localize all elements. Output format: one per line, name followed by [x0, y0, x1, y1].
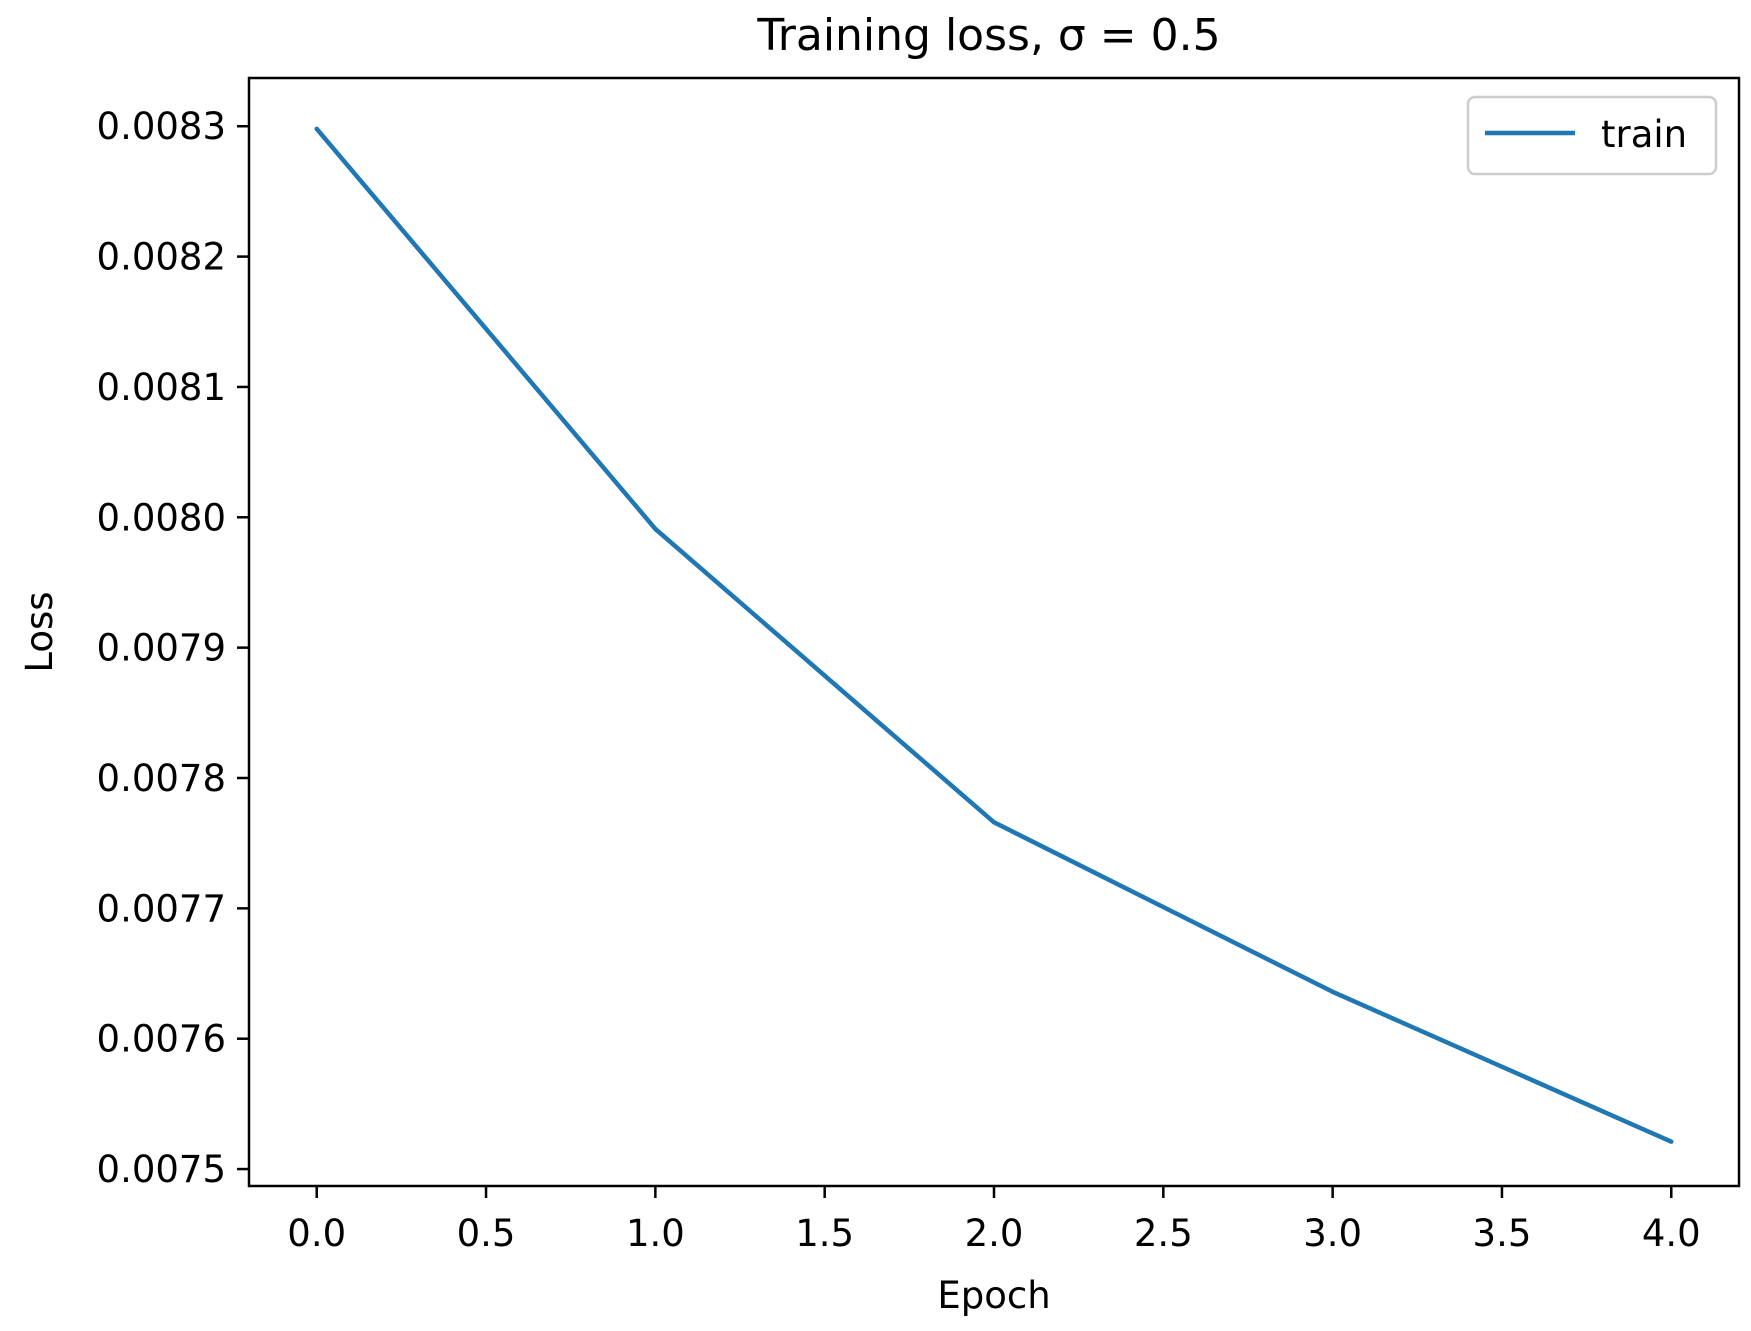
plot-frame [247, 76, 1741, 1188]
x-tick-label: 1.5 [795, 1212, 854, 1255]
y-tick-label: 0.0078 [97, 757, 226, 800]
plot-series [314, 126, 1674, 1144]
data-point-train [991, 820, 997, 825]
legend: train [1466, 95, 1718, 176]
x-tick-label: 3.0 [1303, 1212, 1362, 1255]
y-axis-label: Loss [18, 591, 61, 672]
y-axis-ticks: 0.0075 0.0076 0.0077 0.0078 0.0079 0.0080 0.00… [97, 105, 249, 1191]
x-tick-label: 2.0 [965, 1212, 1024, 1255]
x-tick-label: 1.0 [626, 1212, 685, 1255]
data-point-train [1330, 989, 1335, 995]
x-axis-label: Epoch [937, 1274, 1050, 1317]
legend-label-train: train [1601, 113, 1687, 156]
y-tick-label: 0.0083 [97, 105, 226, 148]
data-point-train [653, 526, 658, 532]
y-tick-label: 0.0075 [97, 1148, 226, 1191]
x-tick-label: 2.5 [1134, 1212, 1193, 1255]
x-tick-label: 3.5 [1473, 1212, 1532, 1255]
y-tick-label: 0.0079 [97, 627, 226, 670]
y-tick-label: 0.0080 [97, 496, 226, 539]
x-tick-label: 0.5 [457, 1212, 516, 1255]
y-tick-label: 0.0077 [97, 887, 226, 930]
chart-title: Training loss, σ = 0.5 [756, 10, 1220, 61]
data-point-train [1669, 1139, 1674, 1144]
x-tick-label: 4.0 [1642, 1212, 1701, 1255]
y-tick-label: 0.0082 [97, 236, 226, 279]
data-point-train [314, 126, 319, 132]
y-tick-label: 0.0081 [97, 366, 226, 409]
y-tick-label: 0.0076 [97, 1018, 226, 1061]
x-axis-ticks: 0.0 0.5 1.0 1.5 2.0 2.5 3.0 3.5 4.0 [287, 1186, 1701, 1255]
legend-box [1466, 95, 1718, 176]
x-tick-label: 0.0 [287, 1212, 346, 1255]
